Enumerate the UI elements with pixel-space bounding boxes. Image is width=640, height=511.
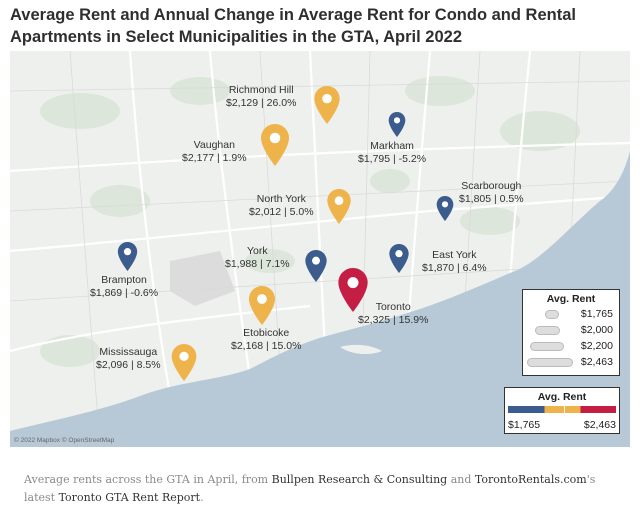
pin-marker [327,189,351,224]
color-legend-title: Avg. Rent [537,391,587,403]
pin-marker [171,344,197,381]
pin-marker [388,112,406,137]
figure-caption: Average rents across the GTA in April, f… [24,471,624,507]
caption-text: Average rents across the GTA in April, f… [24,473,272,486]
pin-marker-dot [334,196,344,206]
size-legend-bar [527,358,573,367]
pin-marker [338,268,368,312]
pin-marker-dot [123,248,132,256]
color-legend-tick [564,406,565,413]
pin-marker [314,86,340,124]
label-north-york: North York $2,012 | 5.0% [249,193,314,218]
label-etobicoke: Etobicoke $2,168 | 15.0% [231,327,302,352]
park-areas [40,76,580,367]
lake-ontario [10,151,630,447]
color-legend-min: $1,765 [508,419,541,431]
label-york: York $1,988 | 7.1% [225,245,290,270]
pin-marker [305,250,327,282]
label-scarborough: Scarborough $1,805 | 0.5% [459,180,524,205]
pin-york[interactable] [305,250,327,282]
basemap [10,51,630,447]
size-legend-row: $2,000 [527,324,615,338]
label-toronto: Toronto $2,325 | 15.9% [358,301,429,326]
pin-marker-dot [347,277,359,289]
pin-marker-dot [269,132,281,144]
label-markham: Markham $1,795 | -5.2% [358,140,427,165]
caption-text: . [200,491,204,504]
size-legend-label: $2,200 [580,340,613,352]
map-canvas[interactable]: Richmond Hill $2,129 | 26.0% Vaughan $2,… [10,51,630,447]
pin-marker-dot [312,256,320,265]
pin-marker-dot [395,250,403,258]
pin-marker-dot [393,117,401,124]
pin-scarborough[interactable] [436,196,454,221]
size-legend-label: $1,765 [580,308,613,320]
pin-marker [117,242,138,271]
label-east-york: East York $1,870 | 6.4% [422,249,487,274]
airport-area [170,251,235,306]
pin-marker [389,244,409,273]
caption-text: and [447,473,475,486]
pin-richmond-hill[interactable] [314,86,340,124]
size-legend: Avg. Rent $1,765 $2,000 $2,200 $2,463 [522,289,620,376]
size-legend-bar [545,310,559,319]
color-legend: Avg. Rent $1,765 $2,463 [504,387,620,434]
pin-toronto[interactable] [337,268,369,312]
caption-link-bullpen[interactable]: Bullpen Research & Consulting [271,473,448,486]
label-mississauga: Mississauga $2,096 | 8.5% [96,346,161,371]
pin-marker-dot [257,294,267,304]
caption-link-torontorentals[interactable]: TorontoRentals.com [474,473,587,486]
caption-link-rent-report[interactable]: Toronto GTA Rent Report [58,491,201,504]
pin-marker [249,286,275,325]
pin-east-york[interactable] [389,244,409,273]
pin-north-york[interactable] [327,189,351,224]
pin-marker-dot [441,201,449,208]
pin-brampton[interactable] [117,242,138,271]
color-legend-gradient [508,406,616,413]
pin-vaughan[interactable] [260,124,290,166]
size-legend-bar [530,342,564,351]
pin-marker-dot [322,93,332,104]
label-vaughan: Vaughan $2,177 | 1.9% [182,139,247,164]
size-legend-row: $2,200 [527,340,615,354]
map-attribution[interactable]: © 2022 Mapbox © OpenStreetMap [14,437,115,444]
size-legend-row: $2,463 [527,356,615,370]
size-legend-row: $1,765 [527,308,615,322]
caption-text: 's latest [24,473,596,504]
pin-marker [261,124,289,166]
pin-marker-dot [179,351,189,361]
toronto-islands [340,344,382,355]
color-legend-max: $2,463 [583,419,616,431]
size-legend-label: $2,000 [580,324,613,336]
pin-mississauga[interactable] [171,344,197,381]
size-legend-label: $2,463 [580,356,613,368]
pin-markham[interactable] [388,112,406,137]
label-richmond-hill: Richmond Hill $2,129 | 26.0% [226,84,297,109]
label-brampton: Brampton $1,869 | -0.6% [90,274,159,299]
size-legend-bar [535,326,560,335]
map-title: Average Rent and Annual Change in Averag… [10,6,576,46]
size-legend-title: Avg. Rent [546,293,596,305]
pin-marker [436,196,454,221]
pin-etobicoke[interactable] [248,286,276,325]
